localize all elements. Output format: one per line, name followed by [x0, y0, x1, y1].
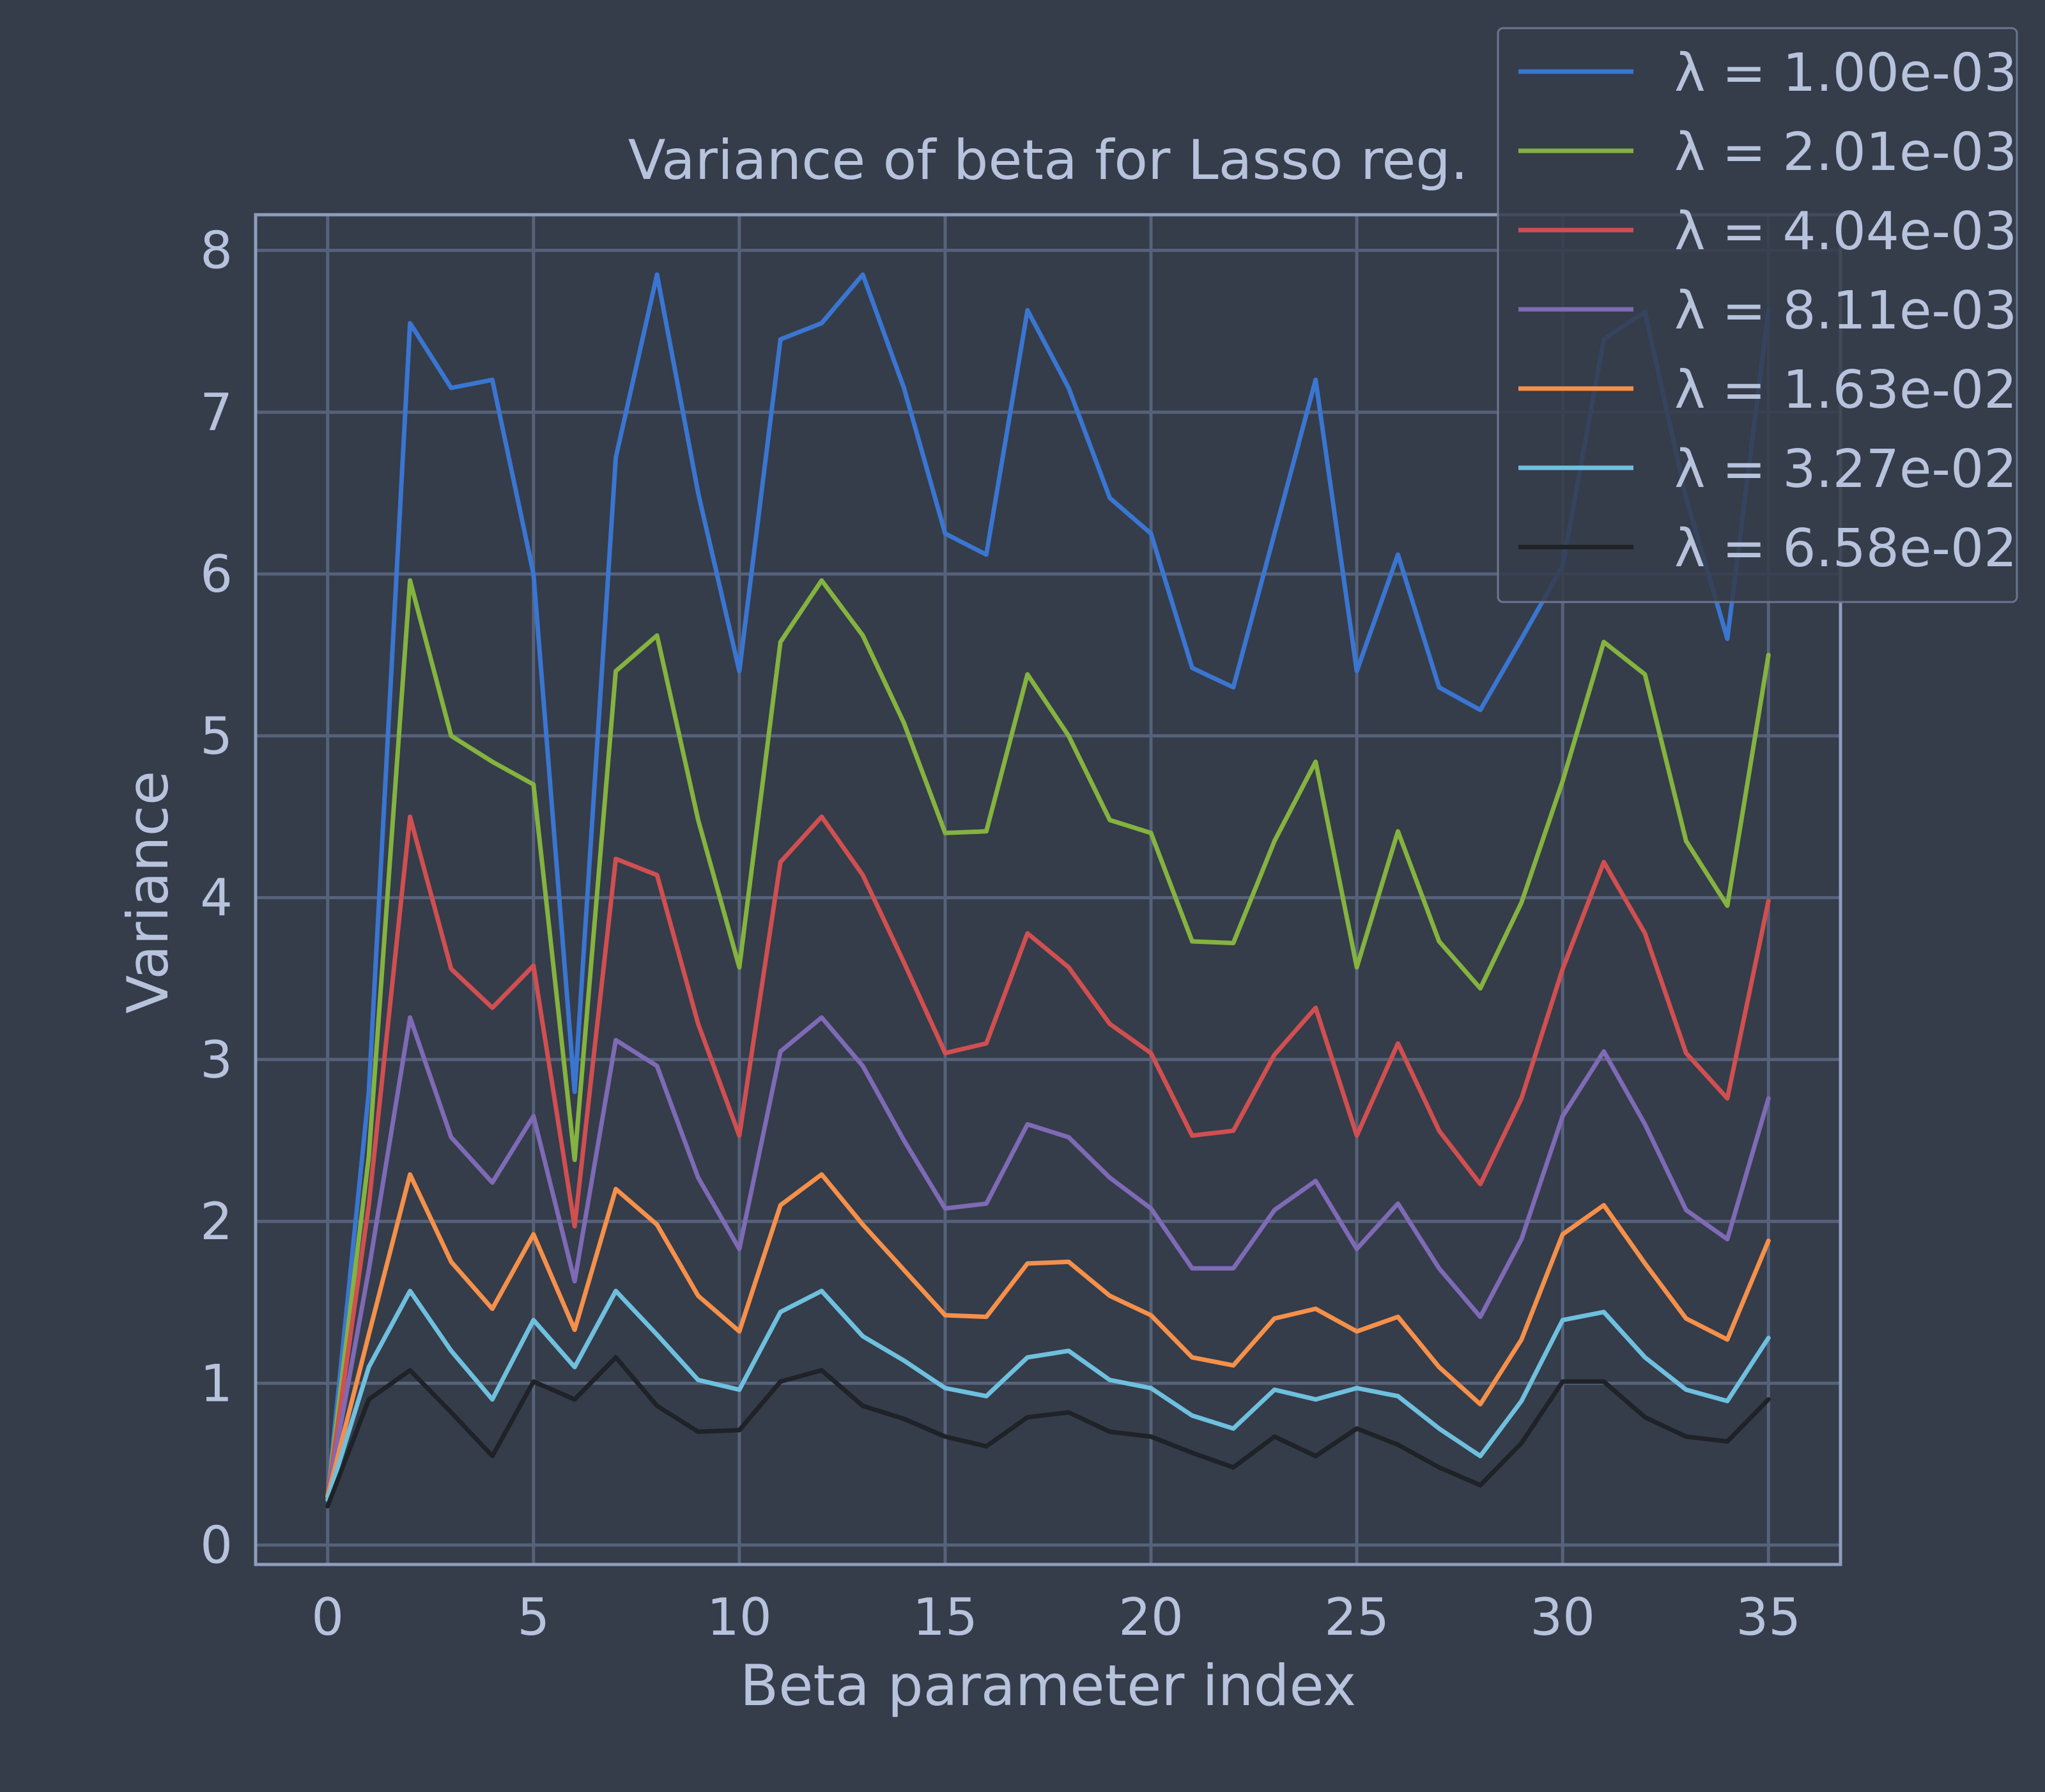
series-line-6 [325, 1288, 1771, 1502]
y-tick-label: 0 [200, 1516, 233, 1575]
plot-frame [254, 213, 1842, 1566]
y-axis-ticks: 0 1 2 3 4 5 6 7 8 [200, 221, 233, 1575]
x-tick-label: 5 [517, 1587, 550, 1647]
x-axis-ticks: 0 5 10 15 20 25 30 35 [311, 1587, 1801, 1647]
x-tick-label: 35 [1736, 1587, 1801, 1647]
legend-label-3: λ = 4.04e-03 [1674, 201, 2017, 262]
legend: λ = 1.00e-03 λ = 2.01e-03 λ = 4.04e-03 λ = … [1497, 27, 2018, 603]
legend-label-6: λ = 3.27e-02 [1674, 439, 2017, 500]
legend-label-1: λ = 1.00e-03 [1674, 43, 2017, 104]
x-tick-label: 0 [311, 1587, 344, 1647]
y-tick-label: 2 [200, 1192, 233, 1251]
y-axis-label: Variance [115, 771, 181, 1014]
series-line-5 [325, 1172, 1771, 1499]
y-tick-label: 3 [200, 1030, 233, 1090]
legend-entries: λ = 1.00e-03 λ = 2.01e-03 λ = 4.04e-03 λ = … [1518, 43, 2017, 579]
legend-label-2: λ = 2.01e-03 [1674, 122, 2017, 183]
series-line-7 [325, 1355, 1771, 1509]
legend-box [1497, 27, 2018, 603]
series-line-3 [325, 814, 1771, 1499]
x-tick-label: 10 [707, 1587, 772, 1647]
legend-label-4: λ = 8.11e-03 [1674, 281, 2017, 341]
series-lines [325, 272, 1771, 1509]
x-tick-label: 25 [1324, 1587, 1389, 1647]
y-tick-label: 5 [200, 706, 233, 766]
series-line-2 [325, 578, 1771, 1499]
y-tick-label: 8 [200, 221, 233, 281]
series-line-4 [325, 1015, 1771, 1499]
legend-label-5: λ = 1.63e-02 [1674, 360, 2017, 421]
y-tick-label: 7 [200, 383, 233, 442]
y-tick-label: 4 [200, 869, 233, 928]
x-tick-label: 15 [913, 1587, 978, 1647]
series-line-1 [325, 272, 1771, 1499]
y-tick-label: 1 [200, 1354, 233, 1413]
x-axis-label: Beta parameter index [740, 1653, 1356, 1719]
x-tick-label: 30 [1530, 1587, 1595, 1647]
chart-title: Variance of beta for Lasso reg. [628, 128, 1468, 192]
y-tick-label: 6 [200, 545, 233, 604]
legend-label-7: λ = 6.58e-02 [1674, 518, 2017, 579]
x-tick-label: 20 [1118, 1587, 1184, 1647]
